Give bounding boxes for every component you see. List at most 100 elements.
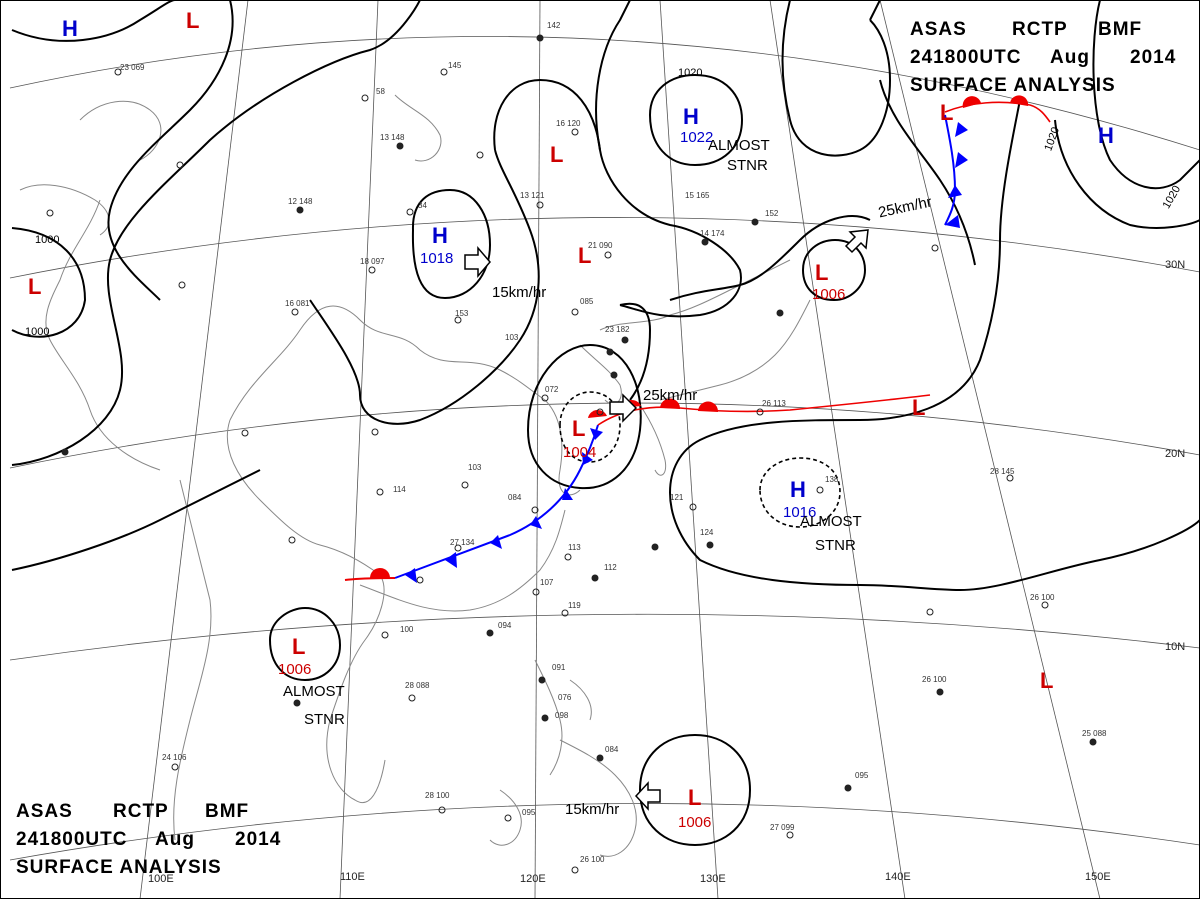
svg-text:28 100: 28 100 xyxy=(425,791,450,800)
header-year: 2014 xyxy=(235,829,281,850)
svg-text:084: 084 xyxy=(508,493,522,502)
header-top: ASAS RCTP BMF 241800UTC Aug 2014 SURFACE… xyxy=(910,19,1176,96)
header-time: 241800UTC xyxy=(16,829,127,850)
lon-label: 140E xyxy=(885,871,911,883)
svg-text:121: 121 xyxy=(670,493,684,502)
lon-label: 110E xyxy=(340,871,365,883)
svg-text:16 120: 16 120 xyxy=(556,119,581,128)
motion-arrows xyxy=(464,229,869,811)
svg-text:085: 085 xyxy=(580,297,594,306)
low-center: L xyxy=(28,274,41,299)
low-center: L xyxy=(1040,668,1053,693)
svg-text:23 182: 23 182 xyxy=(605,325,630,334)
warm-front-main xyxy=(344,394,931,581)
low-center: L xyxy=(815,260,828,285)
svg-text:114: 114 xyxy=(393,485,406,494)
almost-stnr-label: ALMOST xyxy=(800,513,862,530)
station-markers xyxy=(46,34,1097,874)
svg-text:24 106: 24 106 xyxy=(162,753,187,762)
svg-text:21 090: 21 090 xyxy=(588,241,613,250)
svg-text:27 099: 27 099 xyxy=(770,823,795,832)
pressure-value: 1004 xyxy=(563,444,596,461)
dashed-isobars xyxy=(559,391,841,528)
lat-label: 30N xyxy=(1165,259,1185,271)
svg-text:152: 152 xyxy=(765,209,779,218)
pressure-centers: H L L H 1018 L L H 1022 L H L 1006 L 100… xyxy=(28,8,1114,831)
svg-text:091: 091 xyxy=(552,663,566,672)
pressure-value: 1022 xyxy=(680,129,713,146)
svg-text:18 097: 18 097 xyxy=(360,257,385,266)
almost-stnr-label: STNR xyxy=(727,157,768,174)
high-center: H xyxy=(62,16,78,41)
header-region: ASAS xyxy=(910,19,967,40)
header-year: 2014 xyxy=(1130,47,1176,68)
svg-text:26 100: 26 100 xyxy=(1030,593,1055,602)
motion-speed-label: 25km/hr xyxy=(643,387,697,404)
svg-text:145: 145 xyxy=(448,61,462,70)
svg-text:58: 58 xyxy=(376,87,385,96)
low-center: L xyxy=(688,785,701,810)
header-title: SURFACE ANALYSIS xyxy=(16,857,222,878)
svg-text:076: 076 xyxy=(558,693,572,702)
svg-text:13 148: 13 148 xyxy=(380,133,405,142)
low-center: L xyxy=(578,243,591,268)
lon-label: 150E xyxy=(1085,871,1111,883)
isobar-label: 1000 xyxy=(25,326,49,338)
isobars xyxy=(11,0,1200,847)
longitude-grid xyxy=(139,0,1101,899)
high-center: H xyxy=(683,104,699,129)
svg-text:098: 098 xyxy=(555,711,569,720)
svg-text:095: 095 xyxy=(855,771,869,780)
svg-text:072: 072 xyxy=(545,385,559,394)
lon-label: 100E xyxy=(148,873,174,885)
lon-label: 130E xyxy=(700,873,726,885)
svg-text:23 069: 23 069 xyxy=(120,63,145,72)
almost-stnr-label: STNR xyxy=(304,711,345,728)
svg-text:119: 119 xyxy=(568,601,581,610)
svg-text:153: 153 xyxy=(455,309,469,318)
pressure-value: 1006 xyxy=(812,286,845,303)
high-center: H xyxy=(790,477,806,502)
lat-label: 10N xyxy=(1165,641,1185,653)
svg-text:103: 103 xyxy=(468,463,482,472)
svg-text:28 145: 28 145 xyxy=(990,467,1015,476)
lon-label: 120E xyxy=(520,873,546,885)
svg-text:13 121: 13 121 xyxy=(520,191,545,200)
header-station: RCTP xyxy=(113,801,169,822)
header-time: 241800UTC xyxy=(910,47,1021,68)
svg-text:112: 112 xyxy=(604,563,617,572)
svg-text:113: 113 xyxy=(568,543,581,552)
high-center: H xyxy=(1098,123,1114,148)
svg-text:084: 084 xyxy=(605,745,619,754)
svg-text:14 174: 14 174 xyxy=(700,229,725,238)
svg-text:103: 103 xyxy=(505,333,519,342)
lat-label: 20N xyxy=(1165,448,1185,460)
low-center: L xyxy=(186,8,199,33)
svg-text:142: 142 xyxy=(547,21,561,30)
svg-text:28 088: 28 088 xyxy=(405,681,430,690)
svg-text:34: 34 xyxy=(418,201,427,210)
svg-text:095: 095 xyxy=(522,808,536,817)
svg-text:26 100: 26 100 xyxy=(922,675,947,684)
header-title: SURFACE ANALYSIS xyxy=(910,75,1116,96)
motion-speed-label: 25km/hr xyxy=(877,193,934,221)
svg-text:107: 107 xyxy=(540,578,554,587)
low-center: L xyxy=(572,416,585,441)
high-center: H xyxy=(432,223,448,248)
coastlines xyxy=(19,94,811,857)
pressure-value: 1016 xyxy=(783,504,816,521)
low-center: L xyxy=(550,142,563,167)
svg-text:16 081: 16 081 xyxy=(285,299,310,308)
header-month: Aug xyxy=(1050,47,1090,68)
cold-front-main xyxy=(394,424,603,583)
grid-labels: 110E 120E 130E 140E 150E 100E 30N 20N 10… xyxy=(148,259,1185,885)
low-center: L xyxy=(292,634,305,659)
low-center: L xyxy=(912,395,925,420)
header-code: BMF xyxy=(205,801,249,822)
svg-text:15 165: 15 165 xyxy=(685,191,710,200)
svg-text:12 148: 12 148 xyxy=(288,197,313,206)
svg-text:138: 138 xyxy=(825,475,839,484)
header-month: Aug xyxy=(155,829,195,850)
